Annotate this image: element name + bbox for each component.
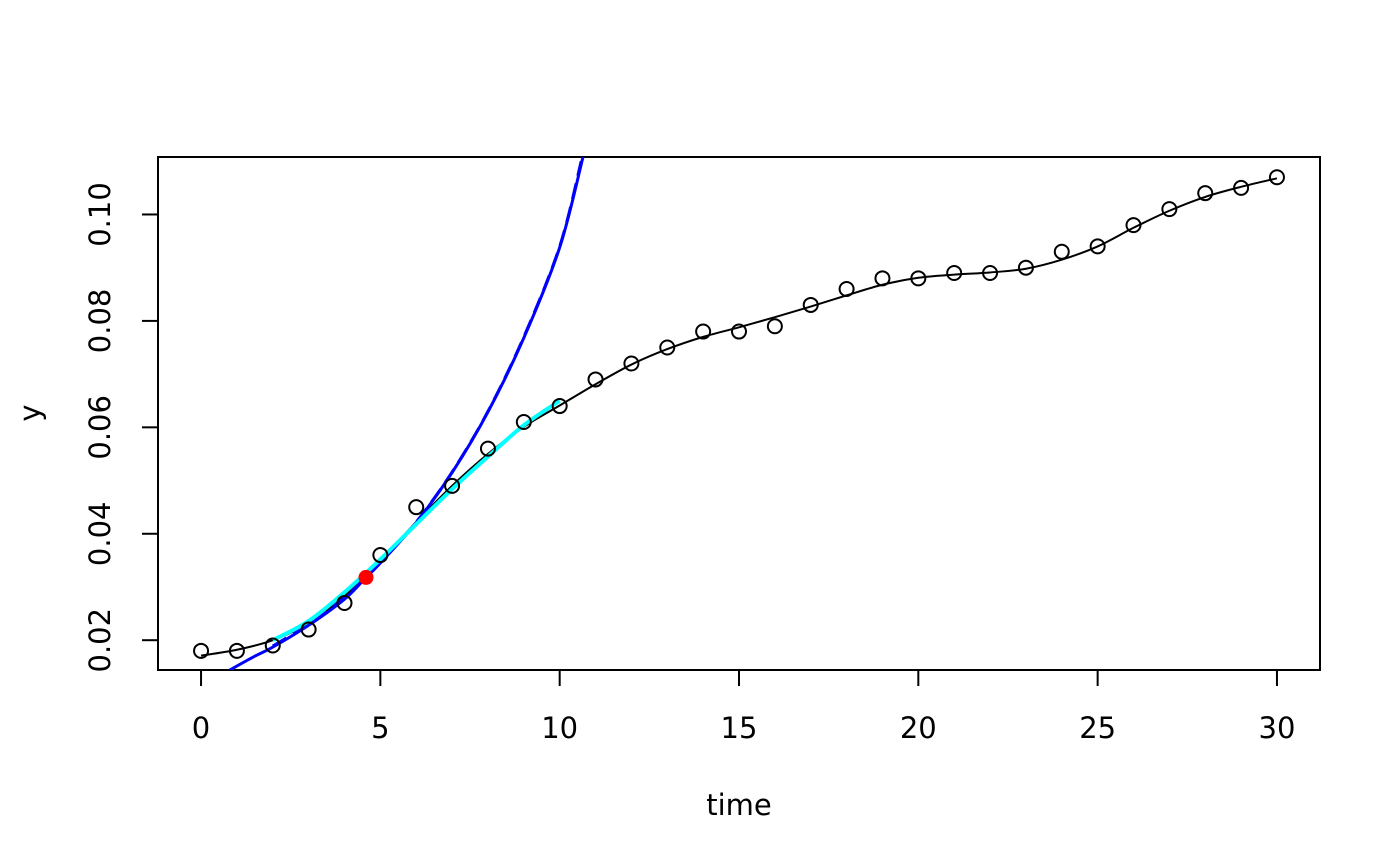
data-point [551,398,568,415]
exponential-fit-line [229,157,585,670]
data-point [910,270,927,287]
max-growth-point [358,569,374,585]
data-point [1017,259,1034,276]
y-tick-label: 0.06 [83,395,117,460]
data-point [479,440,496,457]
x-tick-label: 10 [541,711,578,745]
data-point [1161,201,1178,218]
y-axis-label: y [13,404,47,421]
data-point [372,547,389,564]
data-point [1053,243,1070,260]
data-point [1268,169,1285,186]
x-tick-label: 25 [1079,711,1116,745]
data-point [946,265,963,282]
x-axis: 0 5 10 15 20 25 30 [192,669,1296,745]
y-tick-label: 0.02 [83,608,117,673]
data-point [300,621,317,638]
data-point [408,499,425,516]
data-point [623,355,640,372]
y-tick-label: 0.08 [83,289,117,354]
y-axis: 0.02 0.04 0.06 0.08 0.10 [83,182,159,673]
data-point [731,323,747,340]
plot-frame [157,156,1321,671]
data-point [1089,238,1106,255]
y-tick-label: 0.10 [83,182,117,247]
data-point [264,637,281,654]
x-axis-label: time [706,788,772,822]
data-point [193,642,210,659]
x-tick-label: 5 [371,711,389,745]
data-point [228,642,245,659]
x-tick-label: 20 [900,711,937,745]
data-point [874,270,891,287]
data-point [515,414,532,431]
data-point [444,477,461,494]
data-point [1197,185,1214,202]
data-point [1233,179,1250,196]
data-point [587,371,604,388]
exponential-fit-dashed-line [271,160,583,648]
data-point [838,280,855,297]
x-tick-label: 30 [1259,711,1296,745]
data-point [336,594,353,611]
fit-window-line [271,399,561,642]
data-point [982,265,999,282]
data-point [766,318,783,335]
data-point [695,323,712,340]
series-layer [193,157,1285,670]
data-point [802,296,819,313]
y-tick-label: 0.04 [83,501,117,566]
data-point [1125,217,1142,234]
data-point [659,339,676,356]
x-tick-label: 15 [721,711,758,745]
smoothed-fit-line [200,177,1278,657]
x-tick-label: 0 [192,711,210,745]
